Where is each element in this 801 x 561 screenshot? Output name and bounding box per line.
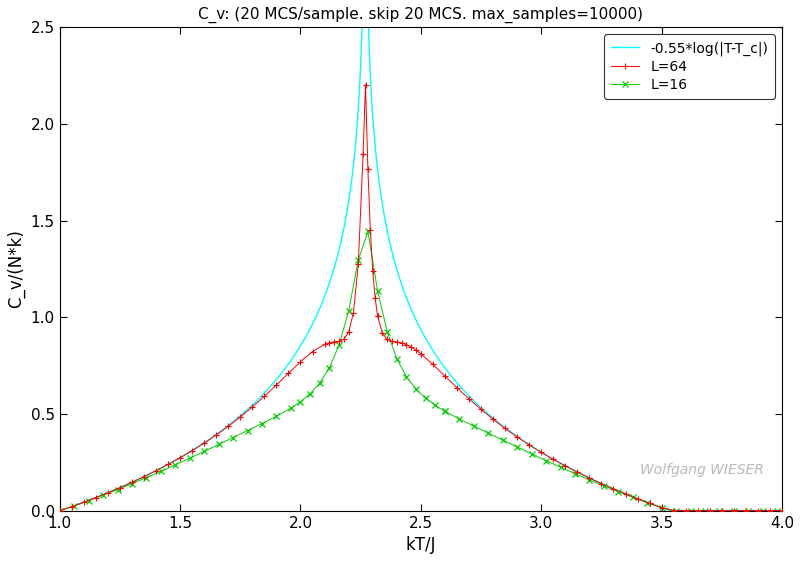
-0.55*log(|T-T_c|) [55,507,65,514]
L=16 [84,497,94,504]
Legend: -0.55*log(|T-T_c|), L=64, L=16: -0.55*log(|T-T_c|), L=64, L=16 [605,34,775,99]
Text: Wolfgang WIESER: Wolfgang WIESER [640,463,764,477]
L=64 [525,442,534,448]
Y-axis label: C_v/(N*k): C_v/(N*k) [7,229,25,309]
Line: L=16: L=16 [56,228,781,514]
L=16 [272,413,281,420]
L=16 [372,287,382,294]
L=16 [527,450,537,457]
L=64 [55,507,65,514]
-0.55*log(|T-T_c|) [249,401,259,407]
-0.55*log(|T-T_c|) [239,408,249,415]
L=64 [211,431,221,438]
-0.55*log(|T-T_c|) [286,357,296,364]
L=16 [363,228,372,234]
L=16 [772,507,782,514]
L=64 [777,507,787,514]
Line: -0.55*log(|T-T_c|): -0.55*log(|T-T_c|) [60,0,364,511]
L=64 [368,268,377,274]
L=16 [99,492,108,499]
L=64 [360,81,370,88]
-0.55*log(|T-T_c|) [74,501,83,508]
-0.55*log(|T-T_c|) [317,300,327,306]
-0.55*log(|T-T_c|) [231,416,241,422]
L=16 [541,457,551,464]
L=16 [55,507,65,514]
Title: C_v: (20 MCS/sample. skip 20 MCS. max_samples=10000): C_v: (20 MCS/sample. skip 20 MCS. max_sa… [199,7,643,23]
L=64 [115,484,125,491]
L=64 [334,338,344,344]
Line: L=64: L=64 [57,82,785,513]
X-axis label: kT/J: kT/J [405,536,436,554]
L=64 [387,338,396,344]
